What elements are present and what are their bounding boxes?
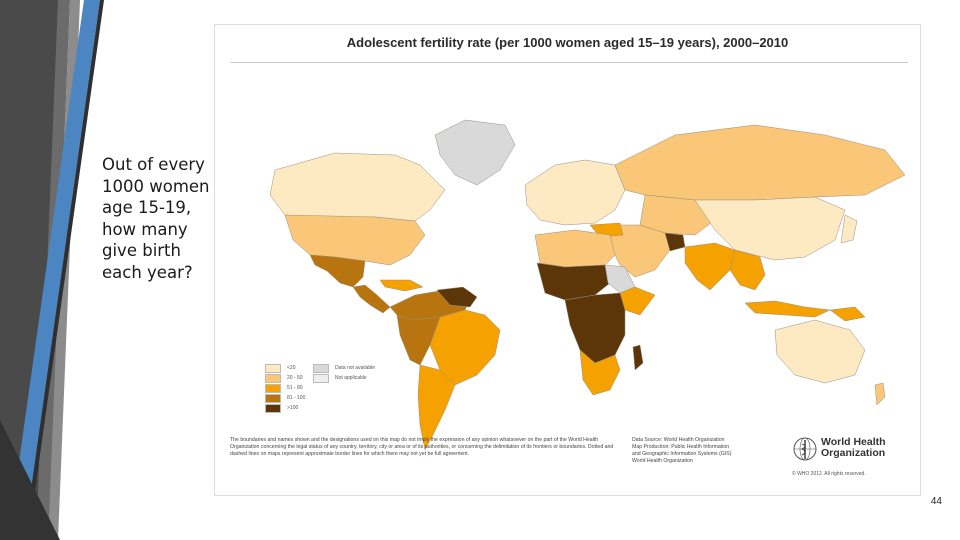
source-production-cont: and Geographic Information Systems (GIS) [632, 451, 732, 457]
slide-number: 44 [930, 496, 942, 507]
region-north-africa [534, 229, 616, 268]
region-west-africa [536, 262, 611, 301]
legend-category-swatch [265, 403, 281, 413]
who-copyright: © WHO 2012. All rights reserved. [792, 471, 866, 477]
region-mexico [309, 254, 366, 288]
legend-category-swatch [265, 373, 281, 383]
region-europe [524, 159, 626, 226]
legend-special-swatch [313, 373, 329, 383]
legend-category-row: 51 - 80 [265, 383, 305, 393]
legend-category-label: 51 - 80 [287, 385, 303, 391]
legend-categories: <20 20 - 50 51 - 80 81 - 100 >100 [265, 363, 305, 413]
legend-category-label: 81 - 100 [287, 395, 306, 401]
legend-special-swatch [313, 363, 329, 373]
region-new-zealand [874, 382, 886, 406]
region-southern-cone [417, 364, 456, 451]
region-russia [614, 124, 906, 201]
region-japan [840, 214, 858, 244]
region-australia [774, 319, 866, 384]
accent-stripe-blue [8, 0, 100, 540]
world-map [269, 119, 906, 451]
region-east-asia [694, 196, 846, 261]
who-name: World Health Organization [821, 437, 886, 458]
source-data: Data Source: World Health Organization [632, 437, 725, 443]
region-png [829, 306, 866, 322]
region-greenland [434, 119, 516, 186]
legend-special: Data not available Not applicable [313, 363, 375, 383]
region-central-america [352, 284, 391, 314]
source-org: World Health Organization [632, 458, 693, 464]
legend-category-row: >100 [265, 403, 305, 413]
legend-category-swatch [265, 363, 281, 373]
legend-category-label: 20 - 50 [287, 375, 303, 381]
legend-special-label: Not applicable [335, 375, 367, 381]
source-production: Map Production: Public Health Informatio… [632, 444, 730, 450]
region-southern-africa [579, 349, 621, 396]
legend-category-row: <20 [265, 363, 305, 373]
slide-question: Out of every 1000 women age 15-19, how m… [102, 155, 210, 282]
region-indonesia [744, 300, 831, 318]
region-central-africa [564, 292, 626, 364]
legend-category-swatch [265, 393, 281, 403]
legend-special-label: Data not available [335, 365, 376, 371]
legend-category-label: <20 [287, 365, 296, 371]
legend-special-row: Not applicable [313, 373, 375, 383]
region-usa [284, 214, 426, 266]
legend-special-row: Data not available [313, 363, 375, 373]
region-southeast-asia [729, 249, 766, 291]
region-canada [269, 152, 446, 222]
map-disclaimer: The boundaries and names shown and the d… [230, 437, 614, 457]
legend-category-row: 81 - 100 [265, 393, 305, 403]
map-source: Data Source: World Health Organization M… [632, 437, 792, 465]
who-emblem-icon [793, 437, 817, 461]
region-brazil [429, 309, 501, 386]
map-image-panel: Adolescent fertility rate (per 1000 wome… [215, 25, 920, 495]
who-name-line2: Organization [821, 446, 886, 459]
region-andes [396, 314, 441, 366]
title-rule [230, 62, 908, 63]
region-guianas [436, 286, 478, 308]
region-madagascar [632, 344, 644, 371]
region-caribbean [379, 279, 424, 292]
legend-category-row: 20 - 50 [265, 373, 305, 383]
legend-category-swatch [265, 383, 281, 393]
legend-category-label: >100 [287, 405, 299, 411]
accent-foot [0, 420, 60, 540]
who-name-line1: World Health [821, 436, 886, 448]
region-south-asia [684, 242, 736, 291]
map-title: Adolescent fertility rate (per 1000 wome… [346, 35, 789, 50]
accent-stripe-darkline [24, 0, 104, 540]
